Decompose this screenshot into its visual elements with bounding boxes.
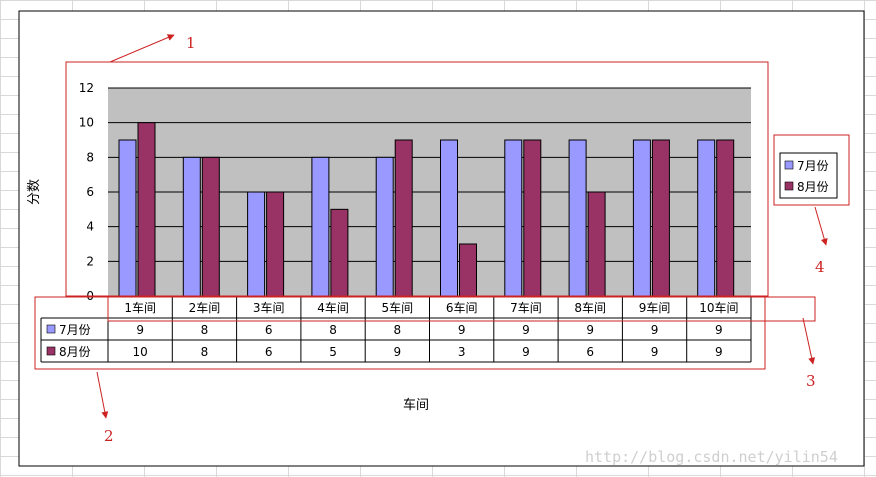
data-label-8月份-6车间: 3 [458, 345, 466, 359]
bar-7月份-2车间 [183, 157, 200, 296]
data-label-8月份-7车间: 9 [522, 345, 530, 359]
bar-8月份-4车间 [331, 209, 348, 296]
y-tick-label-4: 4 [86, 220, 94, 234]
bar-8月份-5车间 [395, 140, 412, 296]
x-tick-label-9车间: 9车间 [639, 300, 671, 315]
bar-7月份-10车间 [698, 140, 715, 296]
data-label-8月份-8车间: 6 [586, 345, 594, 359]
y-tick-label-12: 12 [79, 81, 94, 95]
x-tick-label-5车间: 5车间 [382, 300, 414, 315]
y-tick-label-10: 10 [79, 116, 94, 130]
annotation-label-4: 4 [815, 258, 825, 276]
bar-8月份-9车间 [652, 140, 669, 296]
bar-7月份-4车间 [312, 157, 329, 296]
watermark: http://blog.csdn.net/yilin54 [585, 448, 838, 466]
bar-8月份-7车间 [524, 140, 541, 296]
data-label-7月份-8车间: 9 [586, 323, 594, 337]
bar-7月份-8车间 [569, 140, 586, 296]
legend[interactable]: 7月份 8月份 [780, 153, 837, 198]
annotation-label-3: 3 [806, 372, 816, 390]
data-label-8月份-3车间: 6 [265, 345, 273, 359]
data-label-7月份-7车间: 9 [522, 323, 530, 337]
data-label-8月份-10车间: 9 [715, 345, 723, 359]
data-label-8月份-4车间: 5 [329, 345, 337, 359]
x-tick-label-2车间: 2车间 [189, 300, 221, 315]
bar-7月份-1车间 [119, 140, 136, 296]
data-label-8月份-9车间: 9 [651, 345, 659, 359]
legend-swatch-7月份 [785, 161, 793, 169]
data-label-7月份-4车间: 8 [329, 323, 337, 337]
legend-label-7月份: 7月份 [797, 159, 829, 173]
bar-8月份-8车间 [588, 192, 605, 296]
legend-label-8月份: 8月份 [797, 180, 829, 194]
bar-8月份-1车间 [138, 123, 155, 296]
table-row-label-8月份: 8月份 [59, 345, 91, 359]
data-label-7月份-5车间: 8 [394, 323, 402, 337]
x-tick-label-10车间: 10车间 [699, 300, 738, 315]
bar-8月份-10车间 [717, 140, 734, 296]
table-swatch-7月份 [47, 325, 55, 333]
annotation-label-2: 2 [104, 427, 114, 445]
y-axis-title: 分数 [27, 179, 42, 205]
data-label-7月份-9车间: 9 [651, 323, 659, 337]
data-label-8月份-2车间: 8 [201, 345, 209, 359]
bar-7月份-9车间 [633, 140, 650, 296]
x-axis-title: 车间 [403, 397, 429, 413]
table-row-label-7月份: 7月份 [59, 323, 91, 337]
legend-swatch-8月份 [785, 182, 793, 190]
bar-8月份-6车间 [460, 244, 477, 296]
x-tick-label-7车间: 7车间 [510, 300, 542, 315]
x-tick-label-4车间: 4车间 [317, 300, 349, 315]
y-tick-label-2: 2 [86, 254, 94, 268]
y-tick-label-6: 6 [86, 185, 94, 199]
data-label-7月份-3车间: 6 [265, 323, 273, 337]
data-label-7月份-1车间: 9 [136, 323, 144, 337]
x-tick-label-1车间: 1车间 [124, 300, 156, 315]
bar-7月份-5车间 [376, 157, 393, 296]
annotation-label-1: 1 [186, 34, 196, 52]
table-swatch-8月份 [47, 347, 55, 355]
bar-7月份-7车间 [505, 140, 522, 296]
x-tick-label-8车间: 8车间 [574, 300, 606, 315]
data-label-7月份-6车间: 9 [458, 323, 466, 337]
data-label-7月份-2车间: 8 [201, 323, 209, 337]
data-label-7月份-10车间: 9 [715, 323, 723, 337]
bar-7月份-3车间 [248, 192, 265, 296]
bar-8月份-2车间 [202, 157, 219, 296]
x-tick-label-3车间: 3车间 [253, 300, 285, 315]
x-tick-label-6车间: 6车间 [446, 300, 478, 315]
data-label-8月份-1车间: 10 [133, 345, 148, 359]
data-label-8月份-5车间: 9 [394, 345, 402, 359]
y-tick-label-8: 8 [86, 150, 94, 164]
bar-8月份-3车间 [267, 192, 284, 296]
bar-7月份-6车间 [441, 140, 458, 296]
